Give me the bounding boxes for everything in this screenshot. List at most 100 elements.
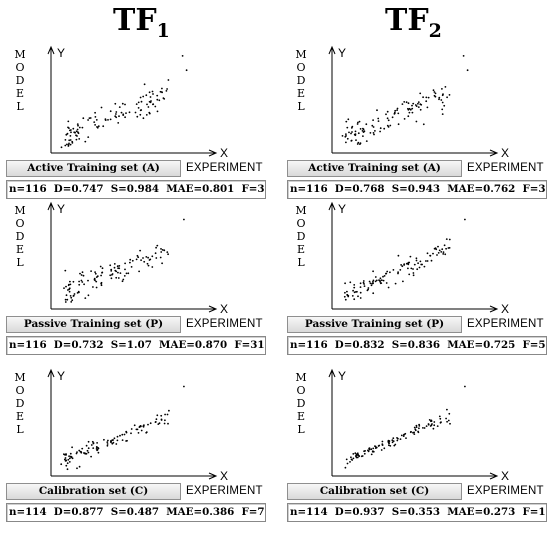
scatter-point xyxy=(349,461,351,463)
scatter-point xyxy=(408,107,411,110)
scatter-point xyxy=(160,419,163,421)
scatter-point xyxy=(139,425,142,427)
scatter-point xyxy=(447,247,450,249)
y-axis-label-letter: L xyxy=(16,100,24,113)
scatter-point xyxy=(415,120,418,123)
scatter-point xyxy=(122,278,125,281)
scatter-point xyxy=(134,111,137,114)
scatter-point xyxy=(164,413,167,416)
scatter-point xyxy=(446,408,448,411)
set-label-button[interactable]: Calibration set (C) xyxy=(287,483,462,500)
scatter-point xyxy=(368,448,371,451)
scatter-point xyxy=(71,457,74,460)
scatter-point xyxy=(413,263,416,266)
scatter-point xyxy=(426,252,429,255)
scatter-point xyxy=(448,412,451,415)
scatter-point xyxy=(379,282,382,285)
scatter-point xyxy=(386,110,389,113)
scatter-point xyxy=(137,101,140,104)
scatter-point xyxy=(433,421,436,423)
scatter-point xyxy=(87,279,89,282)
scatter-point xyxy=(371,282,374,285)
scatter-point xyxy=(436,425,439,427)
set-label-button[interactable]: Passive Training set (P) xyxy=(287,316,462,333)
scatter-point xyxy=(125,430,128,433)
scatter-point xyxy=(83,283,85,286)
set-label-button[interactable]: Passive Training set (P) xyxy=(6,316,181,333)
scatter-point xyxy=(405,262,408,265)
scatter-point xyxy=(425,100,428,103)
scatter-point xyxy=(362,135,364,137)
scatter-point xyxy=(136,115,139,118)
set-label-button[interactable]: Calibration set (C) xyxy=(6,483,181,500)
scatter-point xyxy=(442,251,445,253)
x-axis-symbol: X xyxy=(501,146,509,160)
scatter-point xyxy=(417,101,420,103)
scatter-point xyxy=(135,258,138,261)
scatter-point xyxy=(147,256,150,259)
scatter-point xyxy=(407,261,410,264)
scatter-point xyxy=(159,256,162,259)
scatter-point xyxy=(145,431,148,433)
scatter-point xyxy=(152,93,154,95)
scatter-point xyxy=(122,114,125,116)
set-label-button[interactable]: Active Training set (A) xyxy=(287,160,462,177)
scatter-point xyxy=(145,256,148,258)
scatter-point xyxy=(359,282,362,285)
scatter-point xyxy=(125,272,128,275)
scatter-point xyxy=(396,437,398,439)
x-axis-arrow xyxy=(208,472,218,480)
scatter-point xyxy=(412,102,415,105)
scatter-point xyxy=(408,111,411,114)
scatter-point xyxy=(96,442,98,444)
scatter-point xyxy=(69,139,72,141)
scatter-point xyxy=(441,101,444,104)
scatter-point xyxy=(357,454,360,457)
scatter-point xyxy=(97,447,100,450)
scatter-point xyxy=(441,94,444,97)
y-axis-symbol: Y xyxy=(338,202,346,216)
x-axis-arrow xyxy=(489,305,499,313)
x-axis-arrow xyxy=(489,149,499,157)
scatter-point xyxy=(117,277,120,279)
scatter-point xyxy=(438,96,441,99)
scatter-point xyxy=(160,248,162,250)
scatter-point xyxy=(353,286,356,289)
scatter-point xyxy=(129,258,132,261)
scatter-point xyxy=(64,298,67,301)
set-label-button[interactable]: Active Training set (A) xyxy=(6,160,181,177)
scatter-point xyxy=(66,298,69,301)
scatter-point xyxy=(396,107,399,110)
scatter-point xyxy=(110,441,112,444)
scatter-point xyxy=(385,282,388,284)
scatter-point xyxy=(109,274,112,277)
scatter-point xyxy=(429,254,431,257)
scatter-point xyxy=(68,455,70,458)
scatter-point xyxy=(388,441,390,444)
scatter-point xyxy=(438,249,441,252)
scatter-point xyxy=(106,443,109,445)
scatter-point xyxy=(163,422,166,425)
scatter-point xyxy=(365,123,368,126)
scatter-point xyxy=(118,265,121,267)
scatter-point xyxy=(107,119,109,121)
scatter-point xyxy=(109,110,112,113)
scatter-point xyxy=(412,268,414,270)
y-axis-arrow xyxy=(47,201,55,211)
scatter-point xyxy=(359,128,362,130)
scatter-point xyxy=(346,462,349,465)
scatter-point xyxy=(139,109,142,112)
scatter-point xyxy=(93,277,96,280)
scatter-point xyxy=(75,138,78,141)
scatter-point xyxy=(148,91,151,94)
scatter-point xyxy=(352,457,355,460)
scatter-point xyxy=(412,431,414,434)
x-axis-label: EXPERIMENT xyxy=(467,485,544,497)
scatter-point xyxy=(359,286,362,288)
scatter-point xyxy=(372,132,375,134)
x-axis-label: EXPERIMENT xyxy=(467,162,544,174)
scatter-point xyxy=(87,136,90,138)
scatter-point xyxy=(143,424,145,427)
scatter-point xyxy=(372,450,374,453)
scatter-point xyxy=(69,455,72,458)
